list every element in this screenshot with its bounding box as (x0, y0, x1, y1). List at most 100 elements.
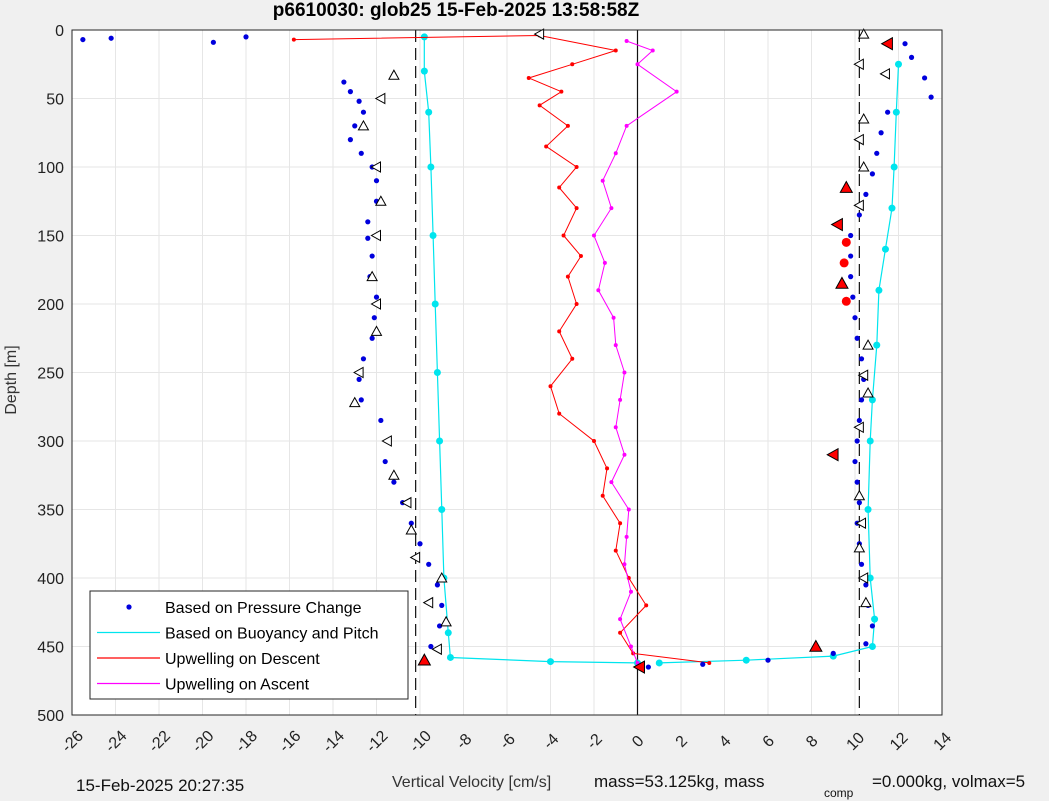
upwelling-ascent-point (622, 562, 627, 567)
red-triangle-marker (830, 217, 843, 232)
pressure-point (436, 623, 443, 629)
y-tick-label: 150 (37, 229, 64, 246)
upwelling-descent-point (613, 48, 618, 53)
white-triangle-marker (853, 541, 866, 553)
upwelling-ascent-point (602, 260, 607, 265)
upwelling-ascent-point (613, 425, 618, 430)
upwelling-descent-point (557, 185, 562, 190)
white-triangle-marker (388, 69, 400, 80)
pressure-point (874, 150, 880, 156)
upwelling-descent-point (557, 329, 562, 334)
pressure-point (360, 356, 367, 362)
legend-entry-label: Upwelling on Descent (165, 651, 320, 668)
upwelling-ascent-point (592, 233, 596, 238)
upwelling-descent-point (526, 75, 531, 80)
upwelling-descent-point (618, 630, 623, 635)
buoyancy-point (890, 163, 898, 171)
pressure-point (856, 500, 862, 506)
upwelling-descent-point (570, 356, 575, 361)
upwelling-descent-point (548, 384, 553, 389)
upwelling-descent-point (618, 521, 623, 526)
buoyancy-point (429, 232, 437, 239)
reference-lines (415, 30, 860, 715)
y-tick-label: 350 (37, 503, 64, 520)
plot-border (71, 29, 943, 716)
legend-box (89, 590, 409, 700)
footer-volmax: =0.000kg, volmax=5 (872, 772, 1025, 791)
pressure-point (371, 315, 377, 321)
red-dot-marker (841, 237, 851, 247)
upwelling-descent-point (574, 302, 579, 306)
upwelling-ascent-point (624, 123, 629, 128)
upwelling-ascent-point (622, 370, 627, 375)
pressure-point (358, 150, 364, 156)
buoyancy-point (547, 658, 554, 666)
buoyancy-point (866, 437, 874, 445)
buoyancy-point (873, 341, 881, 349)
white-triangle-marker (853, 58, 864, 71)
buoyancy-point (444, 629, 452, 637)
white-triangle-marker (857, 572, 869, 584)
upwelling-descent-point (561, 233, 566, 238)
buoyancy-point (742, 656, 750, 664)
pressure-point (854, 438, 860, 444)
upwelling-ascent-point (626, 507, 631, 512)
pressure-point (848, 253, 854, 259)
y-tick-label: 200 (37, 297, 64, 314)
buoyancy-point (866, 574, 874, 582)
buoyancy-point (875, 286, 883, 294)
upwelling-ascent-point (628, 589, 633, 594)
buoyancy-point (436, 437, 444, 445)
buoyancy-point (420, 33, 428, 41)
pressure-point (417, 541, 423, 547)
buoyancy-point (895, 60, 902, 68)
white-triangle-marker (353, 366, 364, 379)
y-tick-label: 500 (37, 708, 64, 725)
legend-entry-label: Based on Buoyancy and Pitch (165, 626, 378, 643)
buoyancy-point (892, 108, 900, 116)
white-triangle-marker (370, 229, 381, 242)
upwelling-ascent-point (609, 480, 614, 485)
white-triangle-marker (409, 551, 421, 564)
buoyancy-point (425, 108, 433, 116)
footer-mass: mass=53.125kg, mass (594, 772, 765, 791)
buoyancy-point (427, 163, 435, 171)
pressure-point (341, 79, 347, 85)
white-triangle-marker (370, 161, 381, 173)
white-triangle-marker (357, 119, 370, 131)
pressure-point (869, 623, 876, 629)
pressure-point (426, 561, 432, 567)
upwelling-descent-line (293, 34, 710, 664)
pressure-point (358, 397, 364, 403)
pressure-point (854, 479, 860, 485)
red-triangle-marker (839, 180, 854, 193)
buoyancy-point (438, 506, 446, 513)
pressure-point (700, 661, 706, 667)
pressure-point (908, 54, 915, 61)
pressure-point (373, 178, 380, 184)
buoyancy-point (888, 204, 896, 212)
buoyancy-line (659, 64, 900, 664)
upwelling-ascent-point (624, 534, 629, 539)
red-triangle-marker (880, 36, 893, 51)
upwelling-descent-point (592, 439, 596, 443)
legend-entry-label: Upwelling on Ascent (165, 677, 310, 694)
y-axis-label: Depth [m] (3, 345, 20, 414)
pressure-point (885, 109, 891, 115)
red-triangle-marker (417, 653, 432, 666)
upwelling-descent-point (565, 123, 570, 128)
white-triangle-marker (855, 517, 867, 530)
red-dot-marker (841, 296, 851, 306)
pressure-point (369, 335, 375, 341)
white-triangle-marker (381, 435, 392, 447)
upwelling-descent-point (707, 660, 712, 665)
pressure-point (391, 479, 397, 485)
footer-timestamp: 15-Feb-2025 20:27:35 (76, 776, 244, 795)
pressure-point (439, 602, 445, 609)
upwelling-descent-point (565, 274, 570, 279)
upwelling-ascent-point (674, 89, 679, 94)
white-triangle-marker (388, 469, 400, 480)
upwelling-ascent-point (650, 48, 655, 53)
white-triangle-marker (440, 615, 452, 627)
pressure-point (854, 335, 860, 341)
